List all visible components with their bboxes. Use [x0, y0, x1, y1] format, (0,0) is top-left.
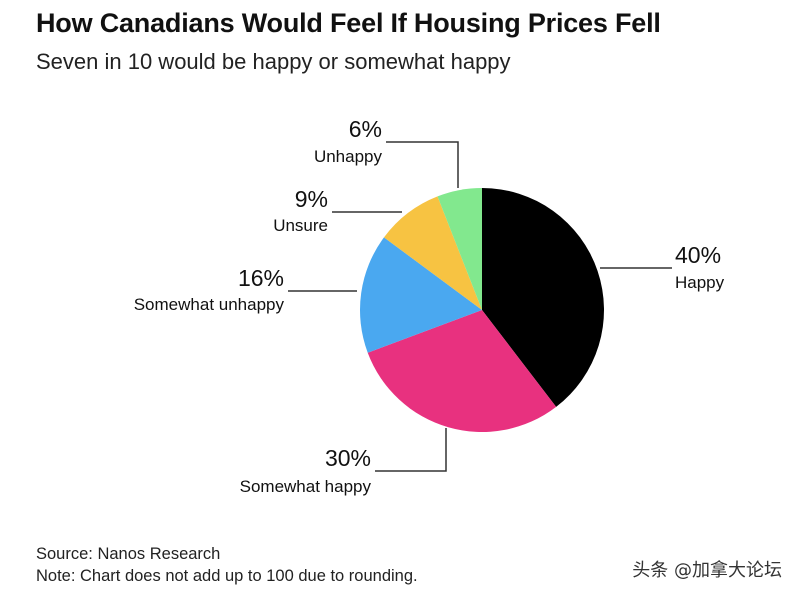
value-label-happy: 40%	[675, 242, 721, 268]
category-label-happy: Happy	[675, 273, 725, 292]
leader-line-unhappy	[386, 141, 459, 188]
source-note: Source: Nanos Research	[36, 545, 221, 563]
chart-subtitle: Seven in 10 would be happy or somewhat h…	[36, 49, 511, 74]
value-label-somewhat-unhappy: 16%	[238, 265, 284, 291]
value-label-unhappy: 6%	[349, 116, 382, 142]
pie-slice-unsure	[383, 196, 482, 310]
leader-line-somewhat-happy	[375, 428, 447, 472]
pie-slice-happy	[482, 188, 604, 407]
chart-title: How Canadians Would Feel If Housing Pric…	[36, 8, 661, 38]
pie-slice-unhappy	[437, 188, 482, 310]
category-label-somewhat-unhappy: Somewhat unhappy	[134, 295, 285, 314]
watermark: 头条 @加拿大论坛	[632, 560, 782, 581]
category-label-somewhat-happy: Somewhat happy	[240, 477, 372, 496]
pie-slice-somewhat-happy	[367, 310, 557, 432]
category-label-unsure: Unsure	[273, 216, 328, 235]
value-label-somewhat-happy: 30%	[325, 445, 371, 471]
footnote: Note: Chart does not add up to 100 due t…	[36, 567, 418, 585]
value-label-unsure: 9%	[295, 186, 328, 212]
category-label-unhappy: Unhappy	[314, 147, 383, 166]
pie-slice-somewhat-unhappy	[360, 237, 482, 353]
